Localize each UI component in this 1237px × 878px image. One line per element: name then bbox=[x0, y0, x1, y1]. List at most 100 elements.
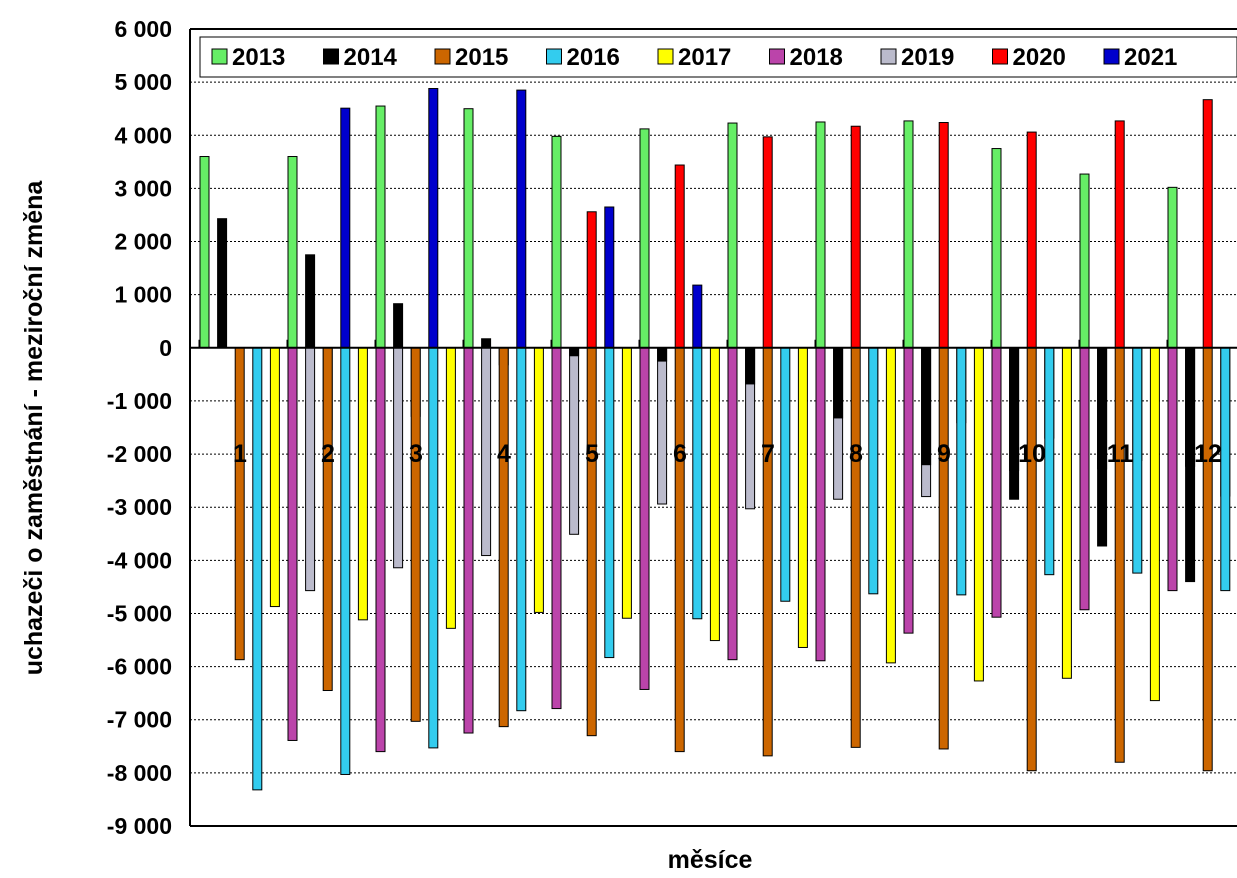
bar-2020-4 bbox=[586, 211, 597, 349]
legend-swatch-2013 bbox=[211, 48, 228, 65]
bar-2018-11 bbox=[1167, 347, 1178, 592]
legend-swatch-2020 bbox=[992, 48, 1008, 65]
bar-2015-4 bbox=[498, 347, 509, 728]
bar-2021-5 bbox=[692, 284, 703, 349]
legend: 2013 2014 2015 2016 2017 2018 2019 2020 2021 bbox=[199, 36, 1237, 78]
y-axis-title: uchazeči o zaměstnání - meziroční změna bbox=[20, 180, 48, 676]
bar-2020-6 bbox=[762, 136, 773, 349]
bar-2018-2 bbox=[375, 347, 386, 753]
bar-2015-1 bbox=[234, 347, 245, 661]
legend-swatch-2017 bbox=[657, 48, 674, 65]
bar-2017-8 bbox=[885, 347, 896, 664]
bar-2019-1 bbox=[305, 347, 316, 592]
bar-2014-7 bbox=[745, 347, 756, 385]
bar-2013-3 bbox=[375, 105, 386, 349]
bar-2016-11 bbox=[1132, 347, 1143, 574]
bar-2019-3 bbox=[481, 347, 492, 557]
bar-2017-3 bbox=[445, 347, 456, 629]
y-tick-labels: 6 000 5 000 4 000 3 000 2 000 1 000 0 -1 000 -2 … bbox=[107, 16, 172, 839]
y-tick-label: -9 000 bbox=[107, 813, 172, 839]
bar-2016-9 bbox=[956, 347, 967, 596]
bar-2015-11 bbox=[1114, 347, 1125, 763]
bar-2016-5 bbox=[604, 347, 615, 659]
y-tick-label: -6 000 bbox=[107, 654, 172, 680]
y-tick-label: 4 000 bbox=[114, 122, 172, 148]
bar-2014-9 bbox=[921, 347, 932, 466]
legend-label-2021: 2021 bbox=[1124, 44, 1177, 71]
category-label: 12 bbox=[1194, 440, 1222, 468]
bar-2017-9 bbox=[973, 347, 984, 682]
bars bbox=[199, 88, 1231, 791]
bar-2021-3 bbox=[516, 89, 527, 349]
bar-2014-6 bbox=[657, 347, 668, 362]
bar-2014-5 bbox=[569, 347, 580, 357]
bar-2020-5 bbox=[674, 164, 685, 349]
bar-2017-10 bbox=[1061, 347, 1072, 679]
axes bbox=[189, 28, 1237, 827]
y-tick-label: 3 000 bbox=[114, 175, 172, 201]
bar-2017-1 bbox=[269, 347, 280, 608]
legend-label-2013: 2013 bbox=[232, 44, 285, 71]
bar-2017-6 bbox=[709, 347, 720, 642]
category-labels: 1 2 3 4 5 6 7 8 9 10 11 12 bbox=[233, 440, 1222, 468]
bar-2014-8 bbox=[833, 347, 844, 419]
category-label: 1 bbox=[233, 440, 247, 468]
y-tick-label: 6 000 bbox=[114, 16, 172, 42]
bar-2016-8 bbox=[868, 347, 879, 595]
bar-2014-4 bbox=[481, 338, 492, 349]
legend-swatch-2016 bbox=[546, 48, 562, 65]
y-tick-label: -8 000 bbox=[107, 760, 172, 786]
y-tick-label: 0 bbox=[159, 335, 172, 361]
bar-2013-1 bbox=[199, 156, 210, 349]
y-tick-label: 2 000 bbox=[114, 229, 172, 255]
bar-2015-12 bbox=[1202, 347, 1213, 772]
y-tick-label: 5 000 bbox=[114, 69, 172, 95]
category-label: 10 bbox=[1018, 440, 1046, 468]
bar-2016-4 bbox=[516, 347, 527, 712]
bar-2020-8 bbox=[938, 122, 949, 349]
bar-2013-10 bbox=[991, 148, 1002, 349]
bar-2015-8 bbox=[850, 347, 861, 748]
category-label: 4 bbox=[497, 440, 511, 468]
bar-2017-11 bbox=[1149, 347, 1160, 702]
bar-2014-2 bbox=[305, 254, 316, 349]
bar-2018-4 bbox=[551, 347, 562, 710]
bar-2016-1 bbox=[252, 347, 263, 791]
legend-swatch-2021 bbox=[1103, 48, 1120, 65]
bar-2018-5 bbox=[639, 347, 650, 690]
category-label: 6 bbox=[673, 440, 687, 468]
legend-swatch-2015 bbox=[434, 48, 451, 65]
bar-2020-11 bbox=[1202, 99, 1213, 349]
bar-2013-8 bbox=[815, 121, 826, 349]
bar-2013-2 bbox=[287, 156, 298, 349]
bar-2016-3 bbox=[428, 347, 439, 749]
bar-2018-1 bbox=[287, 347, 298, 741]
bar-2017-4 bbox=[533, 347, 544, 613]
legend-box bbox=[199, 36, 1237, 78]
category-label: 8 bbox=[849, 440, 863, 468]
y-tick-label: -5 000 bbox=[107, 600, 172, 626]
legend-label-2017: 2017 bbox=[678, 44, 731, 71]
legend-label-2015: 2015 bbox=[455, 44, 508, 71]
bar-2018-7 bbox=[815, 347, 826, 662]
bar-2021-1 bbox=[340, 107, 351, 349]
bar-2016-10 bbox=[1044, 347, 1055, 576]
bar-2013-5 bbox=[551, 135, 562, 349]
bar-2015-3 bbox=[410, 347, 421, 722]
bar-2018-10 bbox=[1079, 347, 1090, 611]
bar-2014-1 bbox=[217, 218, 228, 349]
bar-2016-6 bbox=[692, 347, 703, 620]
bar-2020-7 bbox=[850, 125, 861, 349]
bar-2014-3 bbox=[393, 303, 404, 349]
bar-2017-2 bbox=[357, 347, 368, 621]
y-tick-label: 1 000 bbox=[114, 282, 172, 308]
bar-2016-7 bbox=[780, 347, 791, 602]
bar-2015-10 bbox=[1026, 347, 1037, 772]
y-tick-label: -3 000 bbox=[107, 494, 172, 520]
bar-2016-2 bbox=[340, 347, 351, 775]
legend-label-2020: 2020 bbox=[1013, 44, 1066, 71]
bar-2013-7 bbox=[727, 122, 738, 349]
bar-2013-9 bbox=[903, 120, 914, 349]
bar-2013-6 bbox=[639, 128, 650, 349]
